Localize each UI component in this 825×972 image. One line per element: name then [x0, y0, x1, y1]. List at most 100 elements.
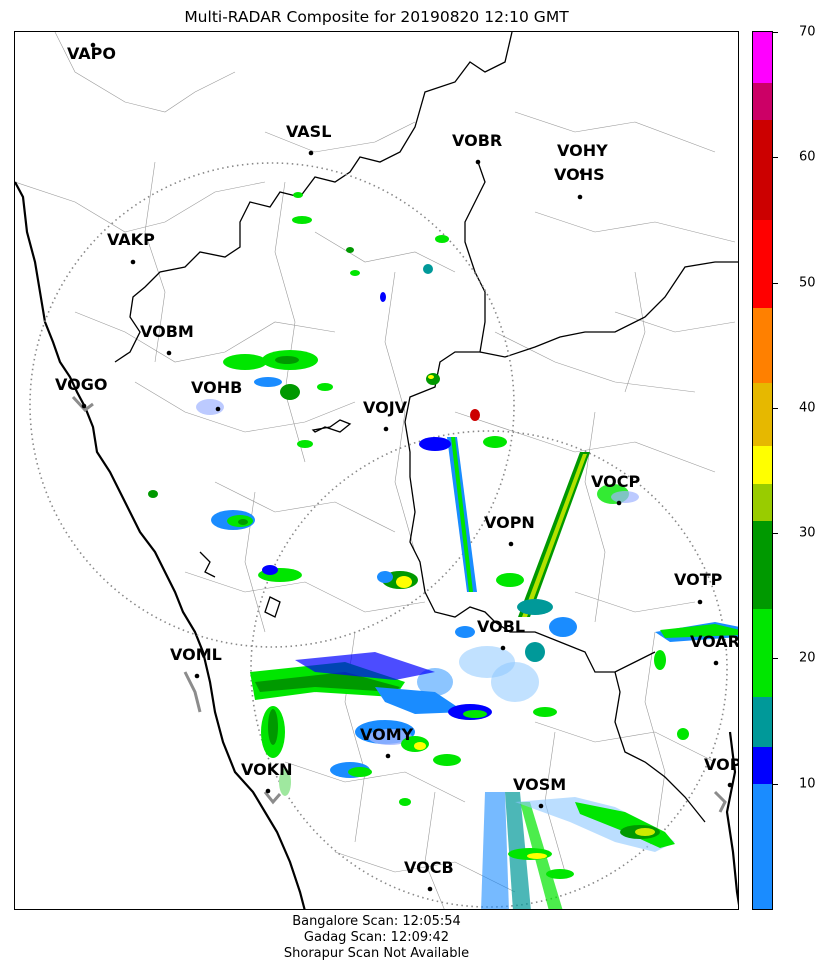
station-label: VAKP [107, 230, 155, 249]
range-rings [29, 162, 728, 908]
colorbar-tick-label: 30 [799, 525, 816, 541]
colorbar-tick-mark [773, 783, 778, 785]
colorbar-band [753, 445, 772, 484]
station-marker [616, 500, 622, 506]
colorbar-tick-label: 10 [799, 776, 816, 792]
footer-bangalore-scan: Bangalore Scan: 12:05:54 [292, 914, 461, 929]
district-boundaries [15, 32, 736, 909]
station-vocp: VOCP [591, 472, 640, 506]
colorbar-tick-label: 70 [799, 24, 816, 40]
station-marker [215, 406, 221, 412]
station-marker [500, 645, 506, 651]
station-marker [475, 159, 481, 165]
station-label: VOPC [704, 755, 739, 774]
colorbar-band [753, 608, 772, 697]
station-label: VOSM [513, 775, 566, 794]
station-label: VOCB [404, 858, 454, 877]
station-marker [265, 788, 271, 794]
station-label: VOML [170, 645, 222, 664]
colorbar-tick-mark [773, 533, 778, 535]
station-label: VOHY [557, 141, 608, 160]
colorbar-band [753, 783, 772, 909]
station-marker [385, 753, 391, 759]
station-marker [130, 259, 136, 265]
map-title: Multi-RADAR Composite for 20190820 12:10… [184, 8, 569, 26]
station-marker [577, 194, 583, 200]
colorbar-tick-mark [773, 407, 778, 409]
radar-map: VAPO VASL VOBR VOHY VOHS VAKP VOBM VOGO VOHB VOJV… [14, 31, 739, 910]
colorbar-band [753, 82, 772, 121]
range-ring-bangalore [250, 430, 728, 908]
station-voar: VOAR [690, 632, 739, 666]
radar-echoes [148, 192, 738, 909]
station-vohy: VOHY [557, 141, 608, 175]
station-label: VOKN [241, 760, 293, 779]
colorbar-tick-mark [773, 32, 778, 33]
station-marker [166, 350, 172, 356]
colorbar-band [753, 119, 772, 221]
station-marker [90, 42, 96, 48]
station-marker [579, 169, 585, 175]
station-vasl: VASL [286, 122, 331, 156]
station-marker [727, 782, 733, 788]
station-vomy: VOMY [360, 725, 414, 759]
station-vohb: VOHB [191, 378, 242, 412]
station-vakp: VAKP [107, 230, 155, 265]
colorbar-tick-mark [773, 658, 778, 660]
station-marker [194, 673, 200, 679]
station-vobl: VOBL [477, 617, 525, 651]
colorbar-tick-label: 60 [799, 149, 816, 165]
station-label: VOMY [360, 725, 414, 744]
station-vopc: VOPC [704, 755, 739, 788]
coast-accents [71, 395, 727, 813]
colorbar-tick-mark [773, 157, 778, 159]
station-label: VOBR [452, 131, 502, 150]
colorbar-band [753, 483, 772, 522]
station-vokn: VOKN [241, 760, 293, 794]
state-boundaries [114, 32, 738, 823]
station-marker [81, 403, 87, 409]
station-marker [697, 599, 703, 605]
station-label: VOHS [554, 165, 605, 184]
station-voml: VOML [170, 645, 222, 679]
station-label: VOCP [591, 472, 640, 491]
colorbar-tick-label: 20 [799, 650, 816, 666]
colorbar-band [753, 696, 772, 747]
colorbar-band [753, 520, 772, 609]
colorbar-tick-label: 40 [799, 400, 816, 416]
station-vosm: VOSM [513, 775, 566, 809]
station-marker [383, 426, 389, 432]
station-label: VOTP [674, 570, 723, 589]
station-vocb: VOCB [404, 858, 454, 892]
station-vojv: VOJV [363, 398, 408, 432]
station-label: VOGO [55, 375, 107, 394]
station-label: VASL [286, 122, 331, 141]
station-vapo: VAPO [67, 42, 116, 63]
station-label: VOBL [477, 617, 525, 636]
station-marker [508, 541, 514, 547]
station-vohs: VOHS [554, 165, 605, 200]
colorbar-band [753, 219, 772, 309]
colorbar-band [753, 746, 772, 785]
colorbar-tick-mark [773, 282, 778, 284]
station-label: VOJV [363, 398, 408, 417]
station-vobm: VOBM [140, 322, 194, 356]
station-marker [427, 886, 433, 892]
range-ring-gadag [29, 162, 515, 648]
footer-gadag-scan: Gadag Scan: 12:09:42 [303, 930, 450, 945]
map-canvas: VAPO VASL VOBR VOHY VOHS VAKP VOBM VOGO VOHB VOJV… [15, 32, 739, 909]
station-vopn: VOPN [484, 513, 535, 547]
colorbar-band [753, 32, 772, 83]
station-vogo: VOGO [55, 375, 107, 409]
coastline [15, 181, 738, 909]
radar-stations: VAPO VASL VOBR VOHY VOHS VAKP VOBM VOGO VOHB VOJV… [55, 42, 739, 892]
station-label: VOPN [484, 513, 535, 532]
station-vobr: VOBR [452, 131, 502, 165]
footer-shorapur-scan: Shorapur Scan Not Available [283, 946, 470, 961]
station-marker [538, 803, 544, 809]
station-marker [713, 660, 719, 666]
colorbar-tick-label: 50 [799, 275, 816, 291]
station-label: VOAR [690, 632, 739, 651]
reflectivity-colorbar [752, 31, 773, 910]
colorbar-band [753, 382, 772, 446]
